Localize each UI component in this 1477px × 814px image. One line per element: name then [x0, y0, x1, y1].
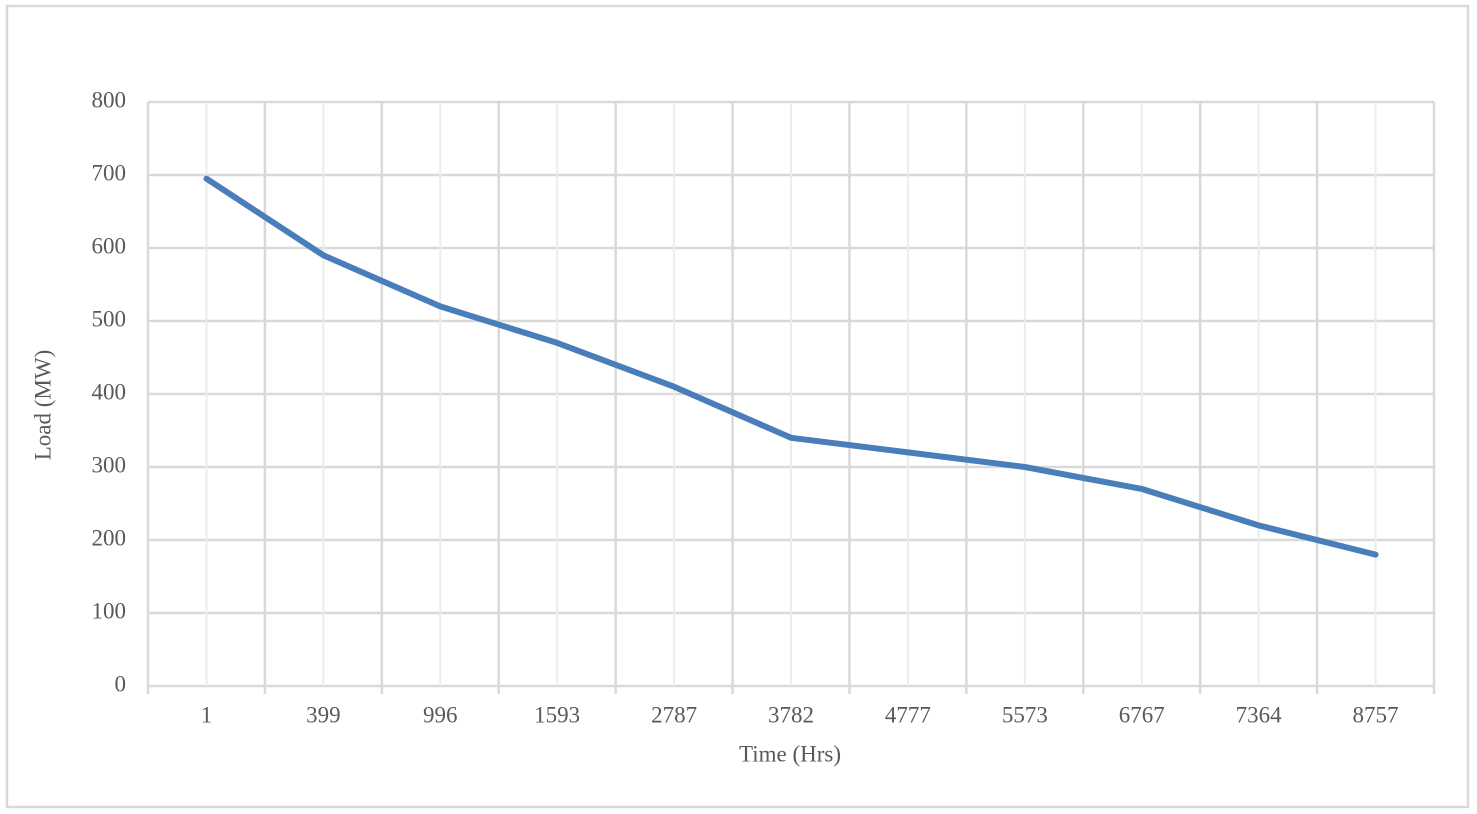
- x-tick-label: 1593: [534, 702, 580, 727]
- x-tick-label: 2787: [651, 702, 697, 727]
- y-tick-label: 600: [92, 233, 127, 258]
- line-series: [203, 175, 1379, 558]
- y-tick-label: 100: [92, 598, 127, 623]
- x-tick-label: 399: [306, 702, 341, 727]
- x-tick-label: 7364: [1236, 702, 1283, 727]
- y-axis-label: Load (MW): [30, 350, 55, 461]
- x-tick-label: 3782: [768, 702, 814, 727]
- y-tick-label: 400: [92, 379, 127, 404]
- y-tick-label: 0: [115, 671, 127, 696]
- x-tick-label: 996: [423, 702, 458, 727]
- y-tick-label: 800: [92, 87, 127, 112]
- chart-border: [5, 4, 1470, 809]
- x-tick-label: 6767: [1119, 702, 1165, 727]
- y-tick-label: 700: [92, 160, 127, 185]
- x-axis-label: Time (Hrs): [739, 741, 841, 766]
- x-tick-label: 5573: [1002, 702, 1048, 727]
- y-tick-label: 300: [92, 452, 127, 477]
- y-tick-label: 200: [92, 525, 127, 550]
- x-tick-label: 1: [201, 702, 213, 727]
- x-tick-label: 4777: [885, 702, 931, 727]
- x-tick-label: 8757: [1353, 702, 1399, 727]
- y-tick-label: 500: [92, 306, 127, 331]
